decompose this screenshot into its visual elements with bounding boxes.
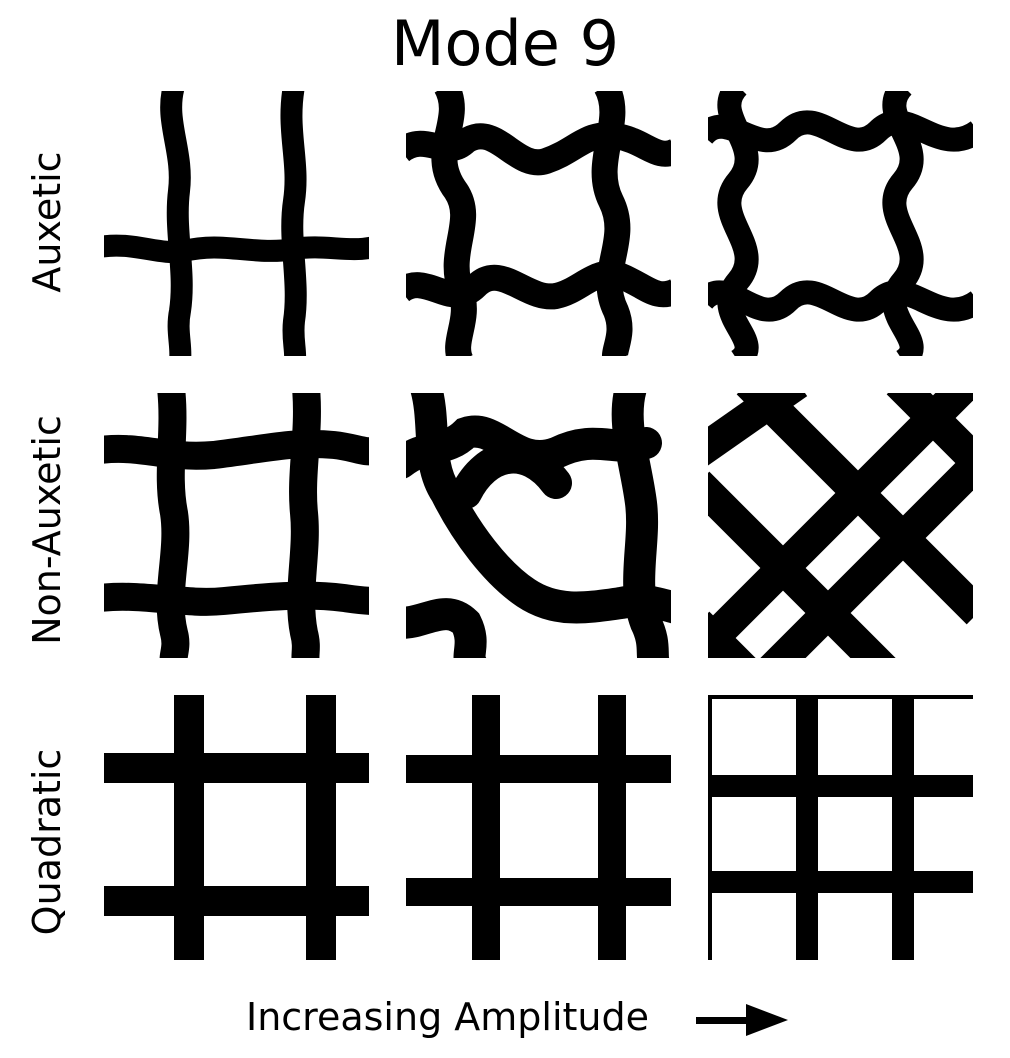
quadratic-amplitude-mid	[406, 695, 671, 960]
non-auxetic-amplitude-mid	[406, 393, 671, 658]
non-auxetic-amplitude-low	[104, 393, 369, 658]
quadratic-amplitude-high	[708, 695, 973, 960]
figure-title: Mode 9	[390, 7, 620, 80]
increasing-arrow-icon	[696, 1004, 788, 1036]
row-label-non-auxetic: Non-Auxetic	[25, 415, 69, 645]
auxetic-amplitude-low	[104, 91, 369, 356]
row-label-quadratic: Quadratic	[25, 748, 69, 936]
non-auxetic-amplitude-high	[708, 393, 973, 658]
auxetic-amplitude-high	[708, 91, 973, 356]
quadratic-amplitude-low	[104, 695, 369, 960]
x-axis-label: Increasing Amplitude	[246, 995, 650, 1039]
row-label-auxetic: Auxetic	[25, 151, 69, 293]
auxetic-amplitude-mid	[406, 91, 671, 356]
